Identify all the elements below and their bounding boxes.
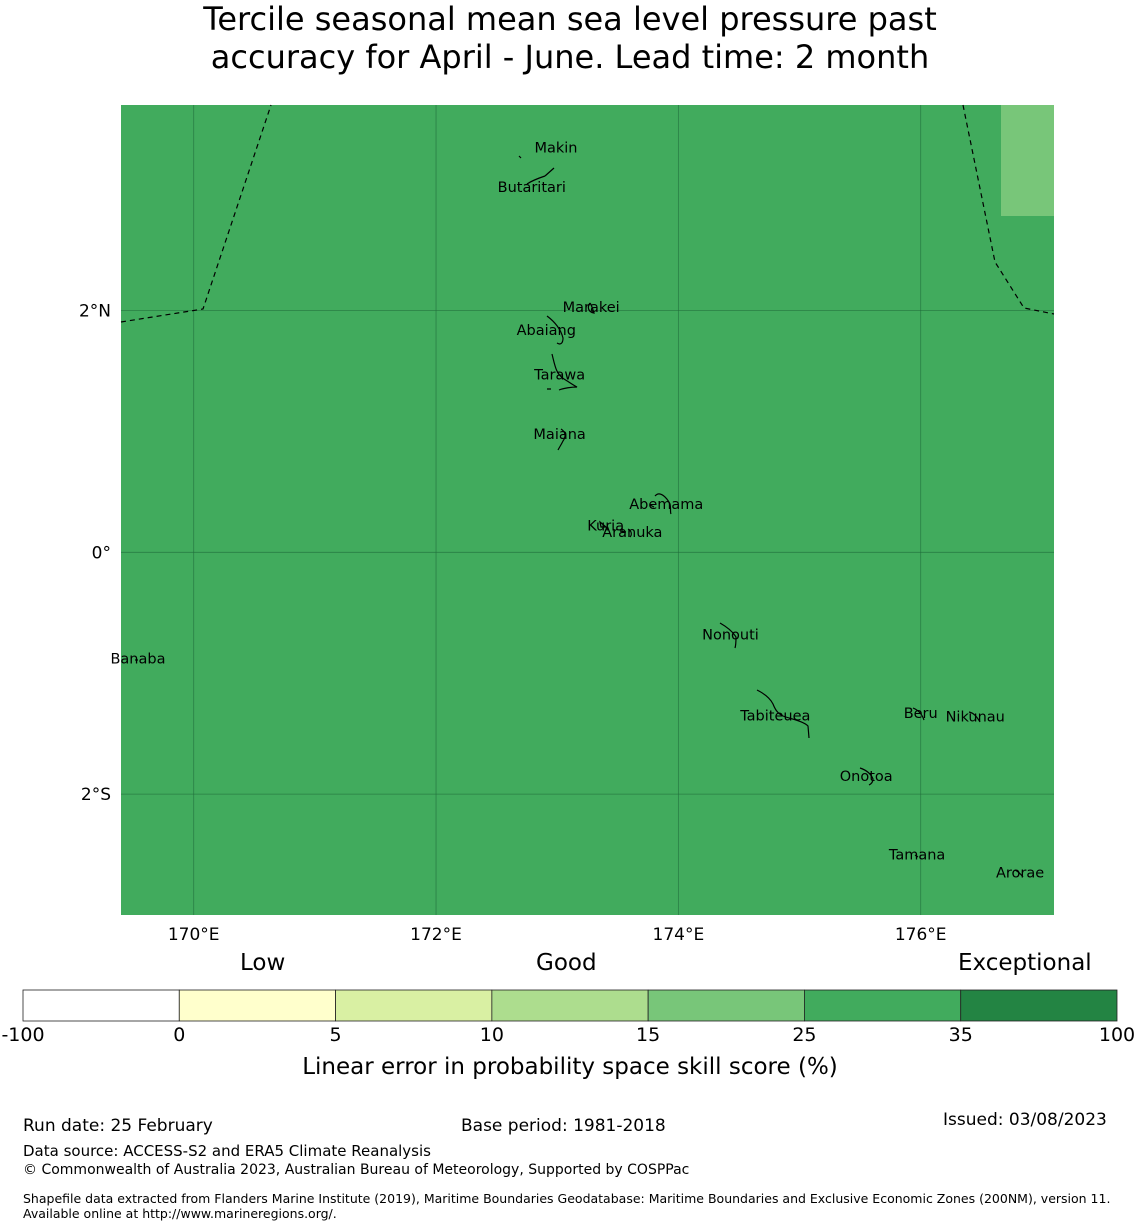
data-source: Data source: ACCESS-S2 and ERA5 Climate …	[23, 1142, 431, 1160]
island-outline-beru	[912, 707, 925, 721]
island-label-tabiteuea: Tabiteuea	[739, 709, 810, 725]
colorbar-bin-15	[647, 989, 805, 1022]
island-label-tarawa: Tarawa	[533, 368, 585, 384]
legend-category-low: Low	[240, 950, 286, 976]
island-outlines	[135, 155, 1024, 878]
island-outline-maiana	[557, 428, 566, 451]
axis-ticks: 170°E 172°E 174°E 176°E 2°N 0° 2°S	[79, 302, 947, 945]
chart-title: Tercile seasonal mean sea level pressure…	[0, 0, 1140, 76]
y-tick-label: 2°S	[81, 785, 111, 805]
colorbar-bins	[22, 989, 1118, 1022]
colorbar-bin-0	[178, 989, 336, 1022]
island-label-nikunau: Nikunau	[946, 710, 1005, 726]
island-outline-aranuka	[619, 528, 632, 538]
island-outline-nikunau	[968, 711, 981, 723]
colorbar-tick-label: 100	[1098, 1024, 1136, 1046]
title-line-2: accuracy for April - June. Lead time: 2 …	[210, 38, 930, 76]
island-label-beru: Beru	[904, 706, 938, 722]
colorbar-bin-25	[804, 989, 962, 1022]
colorbar-bin-35	[960, 989, 1118, 1022]
shapefile-credit: Shapefile data extracted from Flanders M…	[23, 1191, 1111, 1221]
island-label-onotoa: Onotoa	[840, 769, 893, 785]
map-fill	[121, 105, 1054, 915]
colorbar-tick-label: 25	[792, 1024, 817, 1046]
copyright: © Commonwealth of Australia 2023, Austra…	[23, 1162, 690, 1178]
island-label-tamana: Tamana	[888, 848, 945, 864]
island-label-nonouti: Nonouti	[702, 628, 759, 644]
colorbar-tick-label: 5	[329, 1024, 342, 1046]
island-label-marakei: Marakei	[563, 300, 620, 316]
island-outline-tarawa	[547, 353, 578, 391]
island-label-abaiang: Abaiang	[517, 323, 576, 339]
colorbar-tick-label: 0	[173, 1024, 186, 1046]
colorbar-bin-10	[491, 989, 649, 1022]
island-outline-makin	[518, 155, 555, 177]
island-outline-marakei	[587, 302, 595, 314]
island-label-makin: Makin	[534, 140, 577, 156]
map-patch-higher-skill	[1001, 105, 1054, 216]
colorbar-label: Linear error in probability space skill …	[302, 1054, 838, 1080]
base-period: Base period: 1981-2018	[461, 1116, 666, 1136]
island-label-arorae: Arorae	[996, 866, 1044, 882]
graticule	[121, 105, 1054, 915]
island-outline-tamana	[914, 854, 919, 858]
island-label-kuria: Kuria	[587, 519, 624, 535]
island-label-banaba: Banaba	[110, 652, 165, 668]
run-date: Run date: 25 February	[23, 1116, 213, 1136]
issued-date: Issued: 03/08/2023	[943, 1110, 1107, 1130]
colorbar-tick-label: 15	[636, 1024, 661, 1046]
island-outline-tabiteuea	[756, 689, 810, 739]
island-outline-abemama	[649, 493, 672, 515]
colorbar-bin--100	[22, 989, 180, 1022]
island-outline-nonouti	[719, 622, 737, 649]
eez-boundary-east	[962, 104, 1055, 315]
x-tick-label: 174°E	[653, 925, 705, 945]
y-tick-label: 0°	[92, 543, 111, 563]
x-tick-label: 176°E	[895, 925, 947, 945]
island-label-butaritari: Butaritari	[498, 180, 566, 196]
y-tick-label: 2°N	[79, 302, 111, 322]
legend-category-exceptional: Exceptional	[958, 950, 1092, 976]
island-label-abemama: Abemama	[629, 497, 703, 513]
island-outline-kuria	[599, 520, 608, 528]
eez-boundary-west	[120, 104, 272, 323]
colorbar	[22, 989, 1118, 1022]
island-label-aranuka: Aranuka	[602, 525, 662, 541]
island-outline-onotoa	[859, 767, 874, 786]
colorbar-tick-label: -100	[1, 1024, 45, 1046]
colorbar-bin-5	[335, 989, 493, 1022]
island-labels: Makin Butaritari Marakei Abaiang Tarawa Maian…	[110, 140, 1044, 881]
x-tick-label: 172°E	[410, 925, 462, 945]
island-outline-arorae	[1014, 869, 1024, 878]
eez-boundary	[120, 104, 1055, 323]
island-label-maiana: Maiana	[533, 427, 585, 443]
colorbar-tick-label: 35	[948, 1024, 973, 1046]
x-tick-label: 170°E	[168, 925, 220, 945]
island-outline-butaritari	[526, 175, 546, 185]
island-outline-abaiang	[546, 315, 564, 345]
colorbar-tick-label: 10	[479, 1024, 504, 1046]
title-line-1: Tercile seasonal mean sea level pressure…	[203, 0, 937, 38]
legend-category-good: Good	[536, 950, 597, 976]
